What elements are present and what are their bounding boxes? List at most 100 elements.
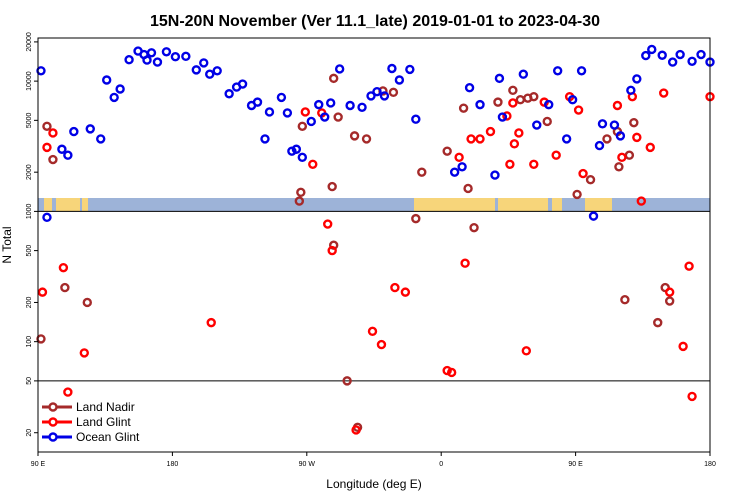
data-point: [79, 348, 89, 358]
data-point: [411, 213, 421, 224]
y-tick-label: 1000: [26, 204, 33, 220]
data-point: [300, 107, 311, 117]
data-point: [626, 85, 636, 96]
data-point: [400, 287, 411, 297]
data-point: [63, 387, 73, 397]
map-strip-land: [508, 198, 528, 211]
data-point: [327, 245, 337, 256]
data-point: [678, 341, 688, 352]
data-point: [264, 107, 275, 117]
legend-label: Land Nadir: [76, 400, 135, 414]
legend-item: Land Glint: [42, 415, 131, 429]
map-strip-land: [66, 198, 80, 211]
data-point: [85, 124, 95, 134]
data-point: [328, 240, 339, 250]
data-point: [367, 326, 378, 337]
x-tick-label: 180: [704, 461, 716, 468]
data-point: [152, 57, 163, 67]
data-point: [372, 86, 382, 97]
data-point: [687, 56, 697, 66]
data-point: [115, 84, 125, 94]
data-point: [325, 98, 336, 108]
data-point: [161, 47, 172, 57]
data-point: [199, 58, 209, 68]
data-point: [308, 159, 318, 169]
data-point: [576, 66, 587, 76]
data-point: [69, 126, 79, 137]
data-point: [296, 187, 306, 198]
data-point: [521, 346, 532, 356]
legend-marker: [48, 417, 58, 427]
data-point: [508, 85, 518, 96]
data-point: [442, 146, 452, 156]
data-point: [60, 282, 70, 293]
separator-lines: [38, 210, 710, 382]
x-tick-label: 90 W: [299, 461, 316, 468]
data-point: [351, 425, 361, 435]
data-point: [260, 134, 270, 144]
y-tick-label: 500: [26, 245, 33, 257]
x-tick-label: 0: [439, 461, 443, 468]
data-point: [357, 102, 367, 112]
legend-item: Ocean Glint: [42, 430, 140, 444]
data-point: [494, 73, 505, 84]
data-points: [36, 44, 715, 435]
data-point: [612, 100, 623, 111]
data-point: [664, 296, 675, 306]
data-point: [573, 105, 584, 115]
data-point: [602, 134, 612, 144]
plot-background: [38, 38, 710, 452]
data-point: [388, 87, 399, 98]
data-point: [653, 317, 663, 328]
data-point: [502, 111, 512, 121]
data-point: [42, 142, 52, 153]
data-point: [442, 365, 452, 376]
data-point: [485, 126, 496, 137]
data-point: [345, 100, 355, 111]
data-point: [334, 64, 345, 74]
data-point: [493, 97, 503, 107]
data-point: [614, 162, 624, 172]
data-point: [446, 367, 457, 378]
chart-title: 15N-20N November (Ver 11.1_late) 2019-01…: [150, 13, 600, 30]
data-point: [394, 75, 405, 85]
data-point: [323, 219, 333, 229]
data-point: [552, 66, 563, 76]
data-point: [42, 121, 52, 131]
data-point: [561, 134, 572, 144]
data-point: [449, 167, 460, 177]
data-point: [594, 140, 605, 151]
data-point: [297, 152, 308, 163]
data-point: [224, 89, 234, 99]
data-point: [109, 92, 119, 103]
data-point: [297, 121, 308, 131]
y-axis: 20 50 100 200 500 1000 2000 5000 10000 20000: [26, 32, 38, 437]
data-point: [457, 162, 467, 172]
data-point: [542, 116, 552, 127]
legend-label: Land Glint: [76, 415, 131, 429]
data-point: [36, 334, 46, 344]
data-point: [505, 159, 515, 169]
data-point: [405, 64, 415, 75]
data-point: [36, 66, 46, 76]
data-point: [252, 97, 263, 107]
data-point: [42, 212, 52, 223]
data-point: [206, 317, 216, 328]
data-point: [96, 134, 106, 144]
data-point: [379, 91, 390, 101]
data-point: [490, 170, 500, 180]
data-point: [636, 196, 647, 206]
plot-area: [36, 37, 715, 453]
map-strip-land: [552, 198, 562, 211]
data-point: [146, 48, 157, 58]
data-point: [291, 144, 302, 154]
data-point: [632, 132, 642, 143]
data-point: [349, 131, 360, 141]
data-point: [212, 66, 222, 76]
data-point: [585, 175, 596, 185]
data-point: [675, 49, 685, 60]
data-point: [657, 50, 667, 60]
data-point: [629, 117, 639, 128]
data-point: [572, 189, 582, 200]
